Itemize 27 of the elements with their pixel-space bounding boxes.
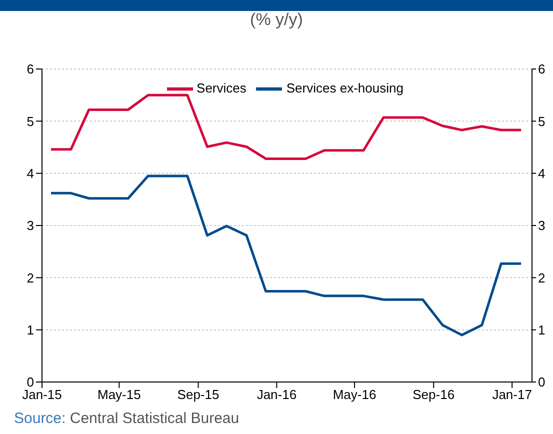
y2-tick-label: 0	[538, 374, 546, 390]
x-tick-label: May-16	[332, 387, 376, 402]
y2-tick-label: 6	[538, 62, 546, 77]
y-tick-label: 5	[26, 114, 34, 129]
line-series	[50, 94, 522, 160]
x-tick-label: Jan-17	[492, 387, 532, 402]
x-tick-label: Sep-16	[412, 387, 455, 402]
y-tick-label: 2	[26, 270, 34, 286]
y2-tick-label: 3	[538, 218, 546, 234]
y-tick-label: 6	[26, 62, 34, 77]
y-tick-label: 0	[26, 374, 34, 390]
x-tick-label: Jan-16	[256, 387, 297, 402]
x-tick-label: May-15	[97, 387, 141, 402]
y-tick-label: 3	[26, 218, 34, 234]
x-tick-label: Jan-15	[22, 387, 62, 402]
legend-label: Services	[196, 80, 246, 96]
legend-label: Services ex-housing	[286, 80, 404, 96]
y2-tick-label: 2	[538, 270, 546, 286]
chart-title: (% y/y)	[249, 10, 304, 30]
y2-tick-label: 1	[538, 322, 546, 338]
y-tick-label: 1	[26, 322, 34, 338]
y-tick-label: 4	[26, 166, 34, 181]
y2-tick-label: 5	[538, 114, 546, 129]
y2-tick-label: 4	[538, 166, 546, 181]
source-note: Source: Central Statistical Bureau	[14, 410, 240, 427]
line-series	[50, 174, 522, 336]
x-tick-label: Sep-15	[177, 387, 220, 402]
